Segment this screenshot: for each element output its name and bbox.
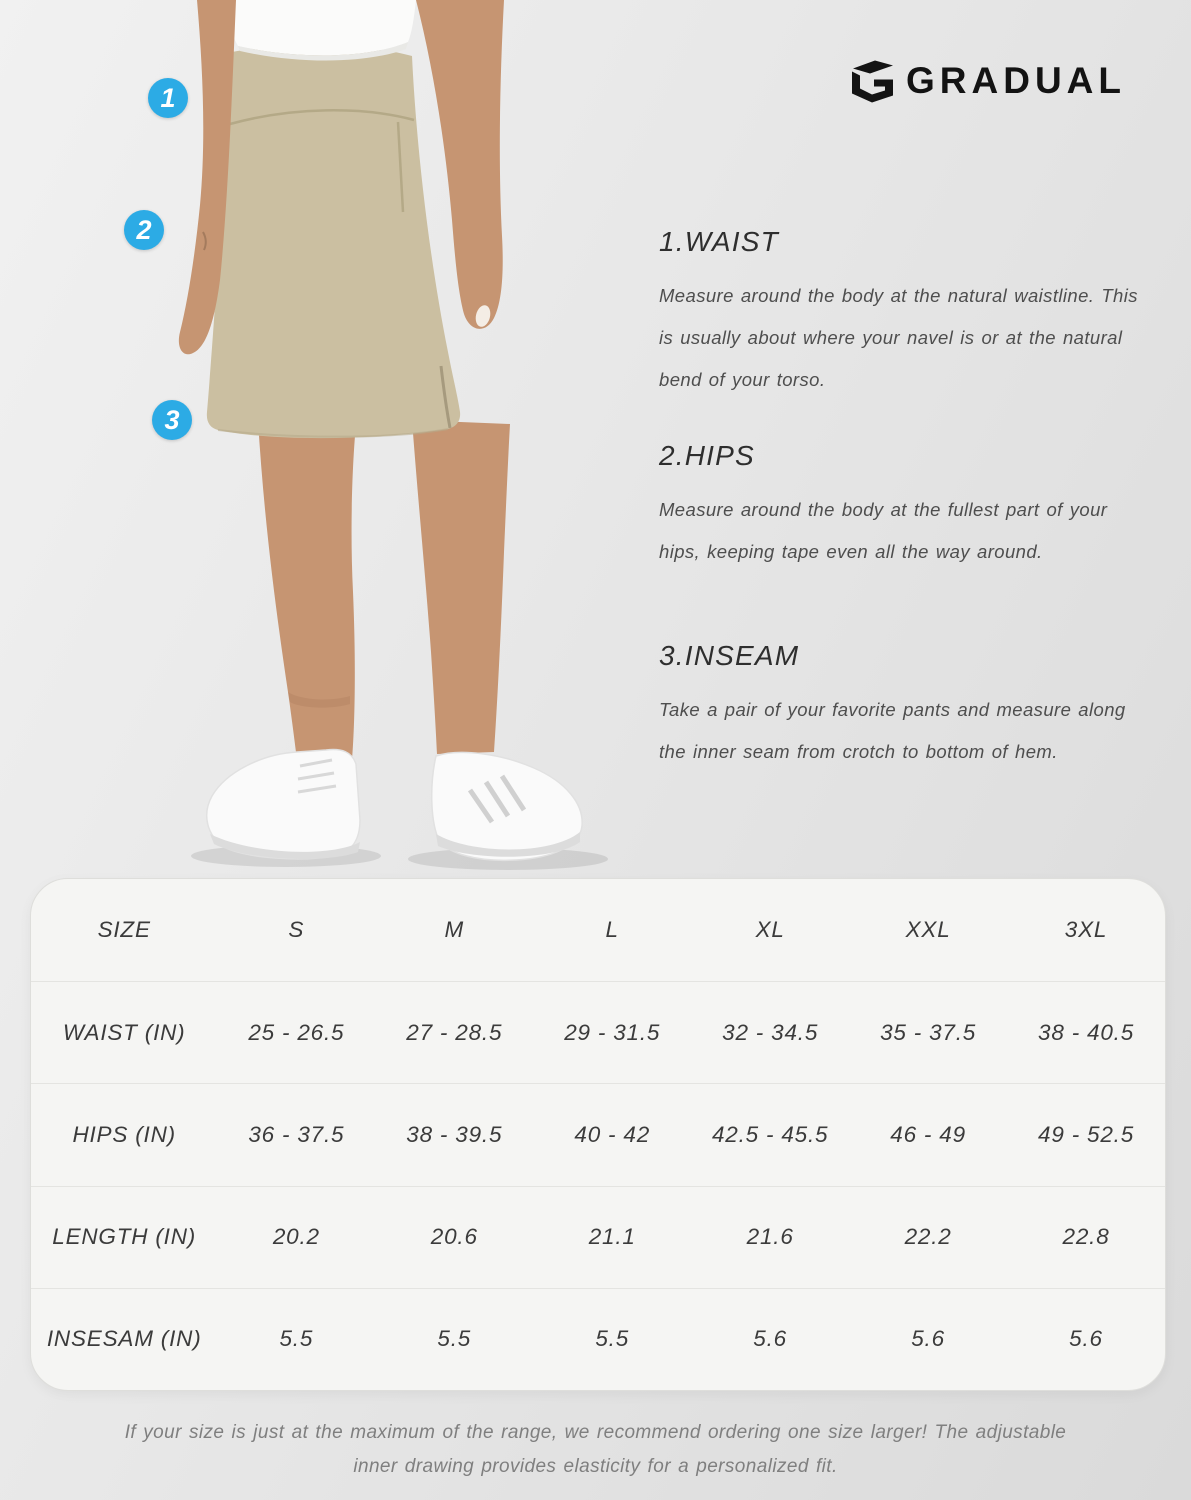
instruction-hips: 2.HIPS Measure around the body at the fu…	[659, 440, 1145, 573]
waist-3xl: 38 - 40.5	[1038, 1019, 1135, 1045]
length-xxl: 22.2	[904, 1224, 952, 1250]
length-3xl: 22.8	[1062, 1224, 1110, 1250]
col-header-l: L	[605, 917, 619, 943]
waist-s: 25 - 26.5	[248, 1019, 345, 1045]
hips-s: 36 - 37.5	[248, 1121, 345, 1147]
model-left-arm	[416, 0, 504, 329]
row-label-length: LENGTH (IN)	[52, 1224, 197, 1250]
gradual-logo-icon	[852, 60, 893, 103]
model-skirt	[206, 45, 461, 439]
inseam-m: 5.5	[437, 1326, 472, 1352]
marker-3-inseam: 3	[152, 400, 192, 440]
waist-xl: 32 - 34.5	[722, 1019, 819, 1045]
inseam-xxl: 5.6	[911, 1326, 945, 1352]
model-legs	[258, 420, 510, 760]
marker-1-waist: 1	[148, 78, 188, 118]
inseam-xl: 5.6	[753, 1326, 787, 1352]
size-table-header-row: SIZE S M L XL XXL 3XL	[31, 879, 1165, 981]
marker-1-number: 1	[160, 82, 176, 113]
model-shoes	[205, 748, 583, 862]
instruction-waist: 1.WAIST Measure around the body at the n…	[659, 226, 1145, 400]
brand-name: GRADUAL	[906, 59, 1126, 101]
table-row-inseam: INSESAM (IN) 5.5 5.5 5.5 5.6 5.6 5.6	[31, 1287, 1165, 1390]
hips-l: 40 - 42	[574, 1121, 651, 1147]
model-top	[224, 0, 416, 61]
waist-m: 27 - 28.5	[406, 1019, 503, 1045]
hips-xxl: 46 - 49	[890, 1121, 966, 1147]
row-label-hips: HIPS (IN)	[72, 1121, 176, 1147]
marker-2-number: 2	[136, 214, 152, 245]
instruction-hips-body: Measure around the body at the fullest p…	[659, 499, 1108, 562]
instruction-inseam: 3.INSEAM Take a pair of your favorite pa…	[659, 640, 1145, 773]
table-row-waist: WAIST (IN) 25 - 26.5 27 - 28.5 29 - 31.5…	[31, 981, 1165, 1083]
fingernail	[475, 305, 491, 327]
hips-m: 38 - 39.5	[406, 1121, 503, 1147]
length-xl: 21.6	[746, 1224, 794, 1250]
model-right-arm	[178, 0, 236, 355]
table-row-length: LENGTH (IN) 20.2 20.6 21.1 21.6 22.2 22.…	[31, 1185, 1165, 1288]
instruction-inseam-body: Take a pair of your favorite pants and m…	[659, 699, 1126, 762]
table-row-hips: HIPS (IN) 36 - 37.5 38 - 39.5 40 - 42 42…	[31, 1083, 1165, 1185]
instruction-waist-title: 1.WAIST	[659, 226, 779, 257]
waist-l: 29 - 31.5	[564, 1019, 661, 1045]
col-header-s: S	[288, 917, 305, 943]
hips-xl: 42.5 - 45.5	[711, 1121, 829, 1147]
row-label-waist: WAIST (IN)	[62, 1019, 186, 1045]
col-header-size: SIZE	[97, 917, 151, 943]
length-m: 20.6	[430, 1224, 478, 1250]
hips-3xl: 49 - 52.5	[1038, 1121, 1135, 1147]
waist-xxl: 35 - 37.5	[880, 1019, 977, 1045]
sizing-footer-note: If your size is just at the maximum of t…	[124, 1422, 1067, 1477]
col-header-3xl: 3XL	[1064, 917, 1108, 943]
model-photo	[178, 0, 608, 870]
inseam-l: 5.5	[595, 1326, 630, 1352]
brand-logo: GRADUAL	[845, 57, 1126, 104]
marker-2-hips: 2	[124, 210, 164, 250]
col-header-m: M	[444, 917, 465, 943]
length-l: 21.1	[588, 1224, 636, 1250]
size-table: SIZE S M L XL XXL 3XL WAIST (IN) 25 - 26…	[30, 878, 1166, 1391]
marker-3-number: 3	[164, 404, 180, 435]
inseam-s: 5.5	[279, 1326, 314, 1352]
instruction-inseam-title: 3.INSEAM	[659, 640, 800, 671]
col-header-xl: XL	[755, 917, 785, 943]
length-s: 20.2	[272, 1224, 320, 1250]
col-header-xxl: XXL	[905, 917, 951, 943]
inseam-3xl: 5.6	[1069, 1326, 1103, 1352]
instruction-hips-title: 2.HIPS	[659, 440, 755, 471]
row-label-inseam: INSESAM (IN)	[46, 1326, 202, 1352]
instruction-waist-body: Measure around the body at the natural w…	[659, 285, 1138, 390]
